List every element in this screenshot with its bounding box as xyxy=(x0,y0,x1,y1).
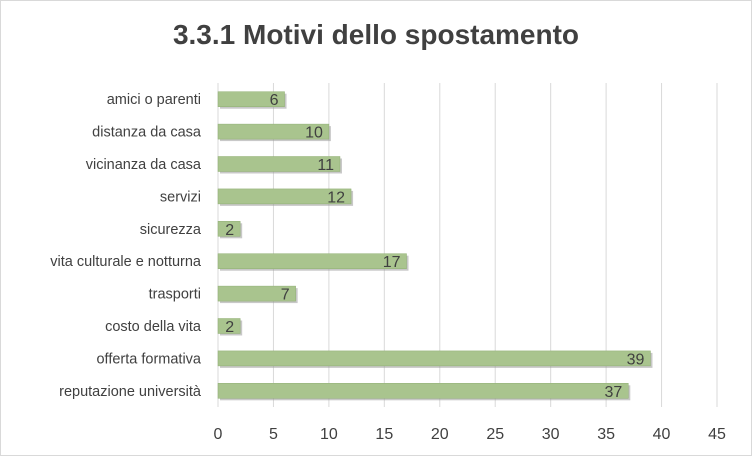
bar xyxy=(217,221,241,237)
x-tick-label: 5 xyxy=(269,426,278,443)
category-label: offerta formativa xyxy=(96,351,201,367)
bar xyxy=(217,188,352,205)
data-label: 11 xyxy=(317,157,334,174)
data-label: 2 xyxy=(225,319,234,336)
x-tick-label: 35 xyxy=(597,426,615,443)
category-labels: amici o parenti distanza da casa vicinanza… xyxy=(50,92,202,400)
bar xyxy=(217,318,241,334)
bar xyxy=(217,123,330,140)
bar xyxy=(217,156,341,172)
data-label: 39 xyxy=(627,351,645,368)
x-axis-ticks: 0 5 10 15 20 25 30 35 40 45 xyxy=(214,426,726,443)
category-label: vita culturale e notturna xyxy=(50,254,202,270)
x-tick-label: 20 xyxy=(431,426,449,443)
data-label: 7 xyxy=(281,287,290,304)
category-label: trasporti xyxy=(149,287,201,303)
data-label: 10 xyxy=(305,125,323,142)
category-label: reputazione università xyxy=(59,384,202,400)
data-label: 17 xyxy=(383,254,401,271)
x-tick-label: 10 xyxy=(320,426,338,443)
bar xyxy=(217,285,296,302)
category-label: distanza da casa xyxy=(92,125,202,141)
bar xyxy=(217,253,407,269)
bar xyxy=(217,350,651,367)
category-label: vicinanza da casa xyxy=(86,157,202,173)
category-label: servizi xyxy=(160,189,201,205)
x-tick-label: 0 xyxy=(214,426,223,443)
data-label: 2 xyxy=(225,222,234,239)
bar xyxy=(217,383,629,399)
bars: 6 10 11 12 2 17 7 2 39 37 xyxy=(217,91,653,401)
data-label: 37 xyxy=(604,384,622,401)
x-tick-label: 30 xyxy=(542,426,560,443)
category-label: amici o parenti xyxy=(107,92,201,108)
x-tick-label: 45 xyxy=(708,426,726,443)
category-label: sicurezza xyxy=(140,222,202,238)
x-tick-label: 40 xyxy=(653,426,671,443)
data-label: 12 xyxy=(327,189,345,206)
bar xyxy=(217,91,285,107)
chart-title: 3.3.1 Motivi dello spostamento xyxy=(172,19,580,50)
category-label: costo della vita xyxy=(105,319,202,335)
x-tick-label: 15 xyxy=(375,426,393,443)
x-tick-label: 25 xyxy=(486,426,504,443)
data-label: 6 xyxy=(270,92,279,109)
